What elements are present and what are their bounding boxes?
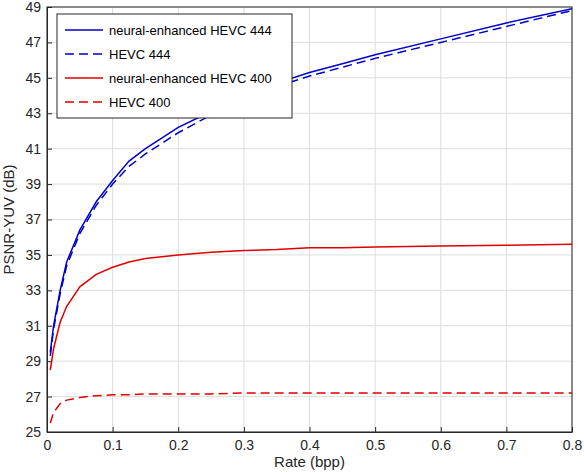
grid-line-y [47, 325, 572, 326]
tick-label: 0.7 [497, 437, 517, 453]
plot-background [47, 7, 572, 432]
tick-label: 31 [25, 318, 41, 334]
grid-line-y [47, 290, 572, 291]
tick-mark [244, 427, 245, 432]
tick: 0.8 [563, 427, 583, 453]
tick-label: 0.8 [563, 437, 583, 453]
tick-mark [113, 427, 114, 432]
tick-mark [47, 113, 52, 114]
y-axis-title: PSNR-YUV (dB) [0, 164, 17, 274]
tick-label: 0.4 [300, 437, 320, 453]
lines [50, 9, 572, 423]
grid-line-y [47, 219, 572, 220]
tick-mark [47, 149, 52, 150]
series-line [50, 11, 572, 356]
tick-label: 49 [25, 0, 41, 15]
legend-label: neural-enhanced HEVC 400 [109, 71, 272, 86]
tick-mark [47, 432, 52, 433]
tick: 0.1 [103, 427, 123, 453]
legend-label: HEVC 400 [109, 95, 170, 110]
tick-mark [178, 427, 179, 432]
tick-mark [47, 184, 52, 185]
tick-label: 35 [25, 247, 41, 263]
grid-line-y [47, 254, 572, 255]
tick-label: 0.5 [366, 437, 386, 453]
tick-mark [47, 290, 52, 291]
tick: 0.4 [300, 427, 320, 453]
tick-mark [572, 427, 573, 432]
tick-mark [47, 397, 52, 398]
tick: 41 [25, 141, 52, 157]
legend-label: HEVC 444 [109, 47, 170, 62]
tick-mark [47, 220, 52, 221]
legend-box [57, 14, 292, 118]
grid [47, 7, 572, 432]
tick: 31 [25, 318, 52, 334]
tick-label: 0.3 [235, 437, 255, 453]
axis-line [48, 432, 573, 433]
legend-swatch [65, 77, 103, 79]
tick-label: 39 [25, 176, 41, 192]
x-axis: 0 0.1 0.2 0.3 0.4 0.5 0.6 0.7 0.8 [44, 427, 583, 453]
tick-mark [47, 361, 52, 362]
tick: 49 [25, 0, 52, 15]
legend-swatch [65, 53, 103, 55]
chart: 0 0.1 0.2 0.3 0.4 0.5 0.6 0.7 0.8 25 27 29 31 33 35 37 3… [0, 0, 584, 472]
y-axis: 25 27 29 31 33 35 37 39 41 43 45 47 49 [25, 0, 52, 440]
tick: 0.7 [497, 427, 517, 453]
tick-label: 25 [25, 424, 41, 440]
tick-label: 0.6 [432, 437, 452, 453]
tick: 29 [25, 353, 52, 369]
series-line [50, 244, 572, 370]
tick-mark [506, 427, 507, 432]
tick-mark [441, 427, 442, 432]
tick-label: 47 [25, 34, 41, 50]
series-line [50, 393, 572, 423]
tick-label: 0.1 [103, 437, 123, 453]
series-line [50, 9, 572, 353]
legend-label: neural-enhanced HEVC 444 [109, 23, 272, 38]
tick-label: 41 [25, 141, 41, 157]
tick: 43 [25, 105, 52, 121]
tick-mark [47, 326, 52, 327]
tick-label: 0.2 [169, 437, 189, 453]
tick: 27 [25, 389, 52, 405]
tick-mark [310, 427, 311, 432]
tick: 0.5 [366, 427, 386, 453]
tick-mark [47, 42, 52, 43]
grid-line-y [47, 184, 572, 185]
plot-area: 0 0.1 0.2 0.3 0.4 0.5 0.6 0.7 0.8 25 27 29 31 33 35 37 3… [25, 0, 582, 453]
tick-mark [47, 78, 52, 79]
legend-swatch [65, 29, 103, 31]
tick: 39 [25, 176, 52, 192]
tick-label: 33 [25, 282, 41, 298]
grid-line-y [47, 396, 572, 397]
tick: 0.6 [432, 427, 452, 453]
legend: neural-enhanced HEVC 444 HEVC 444 neural-e… [57, 14, 292, 118]
tick-label: 45 [25, 70, 41, 86]
tick-mark [47, 255, 52, 256]
legend-swatch [65, 101, 103, 103]
plot-frame [47, 7, 572, 432]
tick-label: 37 [25, 211, 41, 227]
tick-mark [375, 427, 376, 432]
x-axis-title: Rate (bpp) [274, 453, 345, 470]
tick-label: 27 [25, 389, 41, 405]
tick: 45 [25, 70, 52, 86]
tick: 0.2 [169, 427, 189, 453]
grid-line-y [47, 361, 572, 362]
tick: 33 [25, 282, 52, 298]
tick-mark [47, 7, 52, 8]
tick: 37 [25, 211, 52, 227]
tick: 0.3 [235, 427, 255, 453]
tick: 47 [25, 34, 52, 50]
tick-label: 43 [25, 105, 41, 121]
grid-line-y [47, 148, 572, 149]
tick: 35 [25, 247, 52, 263]
tick: 25 [25, 424, 52, 440]
tick-label: 0 [44, 437, 52, 453]
tick-label: 29 [25, 353, 41, 369]
